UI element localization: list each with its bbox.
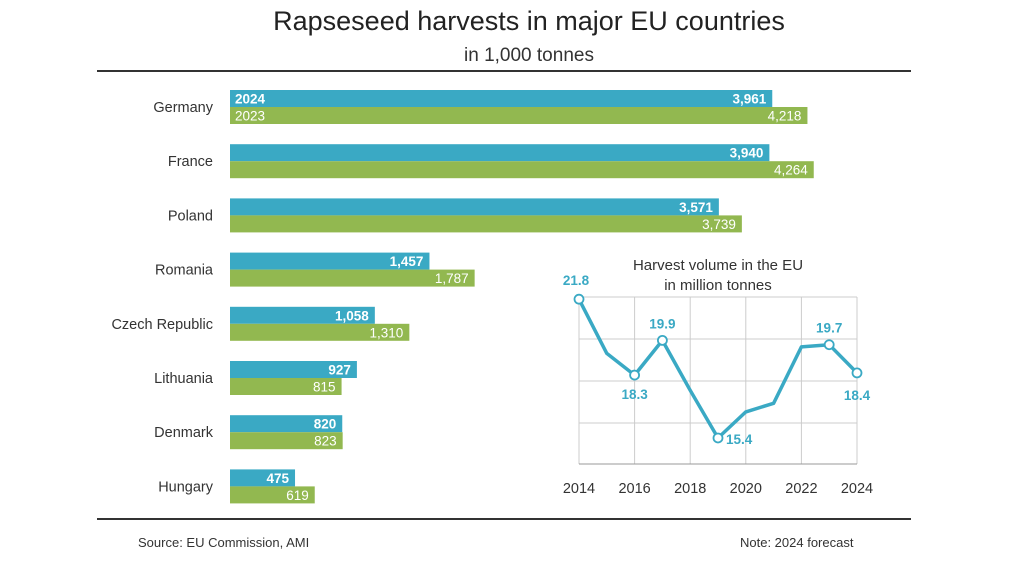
- bar-2024-3: [230, 252, 430, 270]
- series-name-2024: 2024: [235, 92, 266, 107]
- category-label-5: Lithuania: [154, 371, 214, 387]
- data-label-2023: 19.7: [816, 321, 842, 336]
- value-label-2023-5: 815: [313, 380, 336, 395]
- x-tick-label-3: 2020: [730, 481, 762, 497]
- bottom-divider: [97, 518, 911, 520]
- data-label-2014: 21.8: [563, 273, 590, 288]
- value-label-2023-1: 4,264: [774, 163, 808, 178]
- category-label-4: Czech Republic: [111, 317, 213, 333]
- data-point-2019: [712, 432, 724, 444]
- value-label-2023-0: 4,218: [768, 109, 802, 124]
- bar-2023-2: [230, 215, 742, 233]
- bar-2024-4: [230, 306, 375, 324]
- category-label-0: Germany: [153, 100, 213, 116]
- x-tick-label-1: 2016: [618, 481, 650, 497]
- bar-2024-0: [230, 90, 773, 107]
- x-tick-label-2: 2018: [674, 481, 706, 497]
- value-label-2023-2: 3,739: [702, 217, 736, 232]
- category-label-3: Romania: [155, 263, 214, 279]
- x-tick-label-0: 2014: [563, 481, 595, 497]
- category-label-2: Poland: [168, 208, 213, 224]
- bar-2024-1: [230, 144, 770, 162]
- top-divider: [97, 70, 911, 72]
- data-point-2014: [573, 293, 585, 305]
- data-label-2019: 15.4: [726, 432, 753, 447]
- series-name-2023: 2023: [235, 109, 265, 124]
- category-label-6: Denmark: [154, 425, 214, 441]
- bar-2023-4: [230, 323, 410, 341]
- forecast-note: Note: 2024 forecast: [740, 535, 854, 550]
- value-label-2023-6: 823: [314, 434, 337, 449]
- value-label-2024-5: 927: [328, 363, 351, 378]
- bar-2024-5: [230, 361, 357, 378]
- inset-subtitle: in million tonnes: [664, 277, 772, 294]
- bar-2024-6: [230, 415, 343, 433]
- bar-2024-2: [230, 198, 719, 216]
- bar-2023-0: [230, 107, 808, 124]
- x-tick-label-5: 2024: [841, 481, 873, 497]
- value-label-2024-6: 820: [314, 417, 337, 432]
- bar-2023-5: [230, 378, 342, 395]
- inset-title: Harvest volume in the EU: [633, 257, 803, 274]
- value-label-2024-0: 3,961: [732, 92, 766, 107]
- data-point-2023: [823, 339, 835, 351]
- data-point-2024: [851, 367, 863, 379]
- data-label-2024: 18.4: [844, 388, 871, 403]
- chart-subtitle: in 1,000 tonnes: [464, 45, 594, 66]
- value-label-2024-2: 3,571: [679, 200, 713, 215]
- bar-2023-3: [230, 269, 475, 287]
- value-label-2024-4: 1,058: [335, 308, 369, 323]
- value-label-2024-7: 475: [266, 471, 289, 486]
- bar-2023-6: [230, 432, 343, 450]
- category-label-7: Hungary: [158, 479, 214, 495]
- source-note: Source: EU Commission, AMI: [138, 535, 310, 550]
- data-label-2016: 18.3: [621, 387, 648, 402]
- x-tick-label-4: 2022: [785, 481, 817, 497]
- value-label-2023-7: 619: [286, 488, 309, 503]
- value-label-2023-4: 1,310: [370, 325, 404, 340]
- data-point-2017: [657, 334, 668, 346]
- bar-2023-1: [230, 161, 814, 179]
- data-point-2016: [629, 369, 640, 381]
- bar-2023-7: [230, 486, 315, 504]
- chart-title: Rapseseed harvests in major EU countries: [273, 6, 785, 36]
- value-label-2024-1: 3,940: [730, 146, 764, 161]
- data-label-2017: 19.9: [649, 316, 675, 331]
- bar-2024-7: [230, 469, 296, 487]
- value-label-2024-3: 1,457: [390, 254, 424, 269]
- value-label-2023-3: 1,787: [435, 271, 469, 286]
- category-label-1: France: [168, 154, 213, 170]
